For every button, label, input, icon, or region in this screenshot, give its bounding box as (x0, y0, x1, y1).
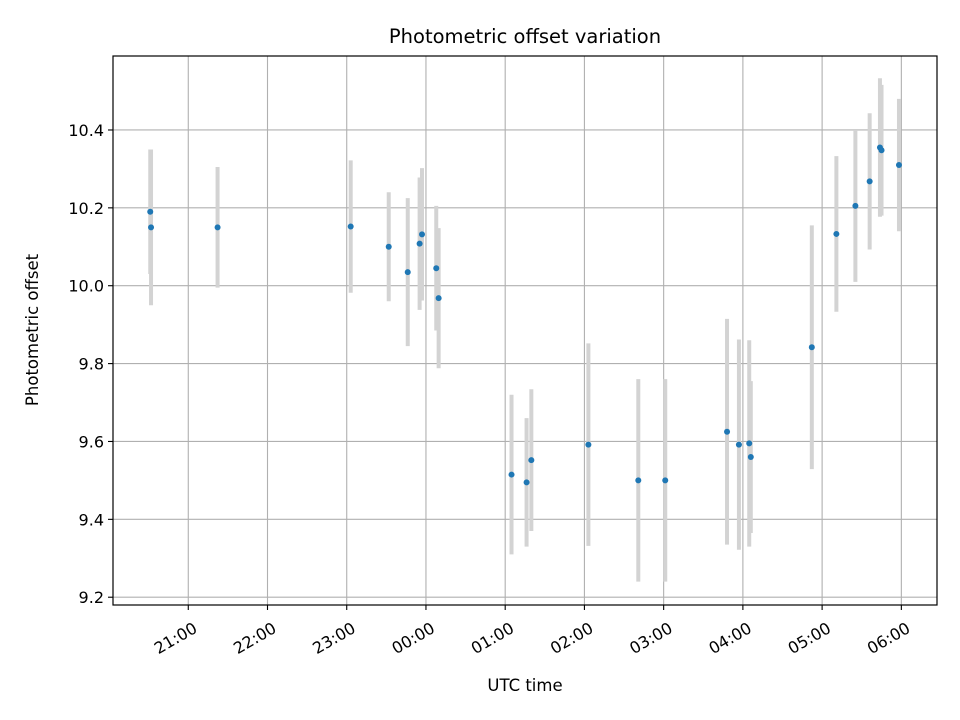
data-point (747, 454, 754, 461)
y-tick-label: 10.0 (68, 277, 104, 296)
data-points (147, 144, 902, 486)
data-point (852, 202, 859, 209)
data-point (528, 457, 535, 464)
chart-title: Photometric offset variation (389, 25, 661, 48)
data-point (508, 471, 515, 478)
y-tick-label: 9.4 (79, 510, 104, 529)
y-tick-label: 9.8 (79, 355, 104, 374)
y-tick-label: 10.2 (68, 199, 104, 218)
data-point (635, 477, 642, 484)
y-tick-label: 9.2 (79, 588, 104, 607)
data-point (416, 240, 423, 247)
data-point (404, 269, 411, 276)
data-point (419, 231, 425, 238)
data-point (385, 243, 392, 250)
data-point (148, 224, 155, 231)
data-point (746, 440, 753, 447)
data-point (214, 224, 221, 231)
data-point (735, 441, 742, 448)
data-point (866, 178, 873, 185)
y-tick-label: 10.4 (68, 121, 104, 140)
data-point (895, 162, 902, 169)
plot-frame (112, 55, 938, 606)
data-point (808, 344, 815, 351)
y-axis-label: Photometric offset (23, 253, 42, 406)
data-point (523, 479, 530, 486)
y-axis-ticks: 9.2 9.4 9.6 9.8 10.0 10.2 10.4 (68, 121, 113, 607)
x-axis-label: UTC time (487, 676, 562, 695)
data-point (435, 295, 442, 302)
data-point (585, 441, 592, 448)
data-point (833, 230, 840, 237)
data-point (433, 265, 440, 272)
data-point (724, 428, 731, 435)
data-point (147, 208, 154, 215)
data-point (347, 223, 354, 230)
y-tick-label: 9.6 (79, 432, 104, 451)
data-point (878, 147, 885, 154)
data-point (662, 477, 669, 484)
